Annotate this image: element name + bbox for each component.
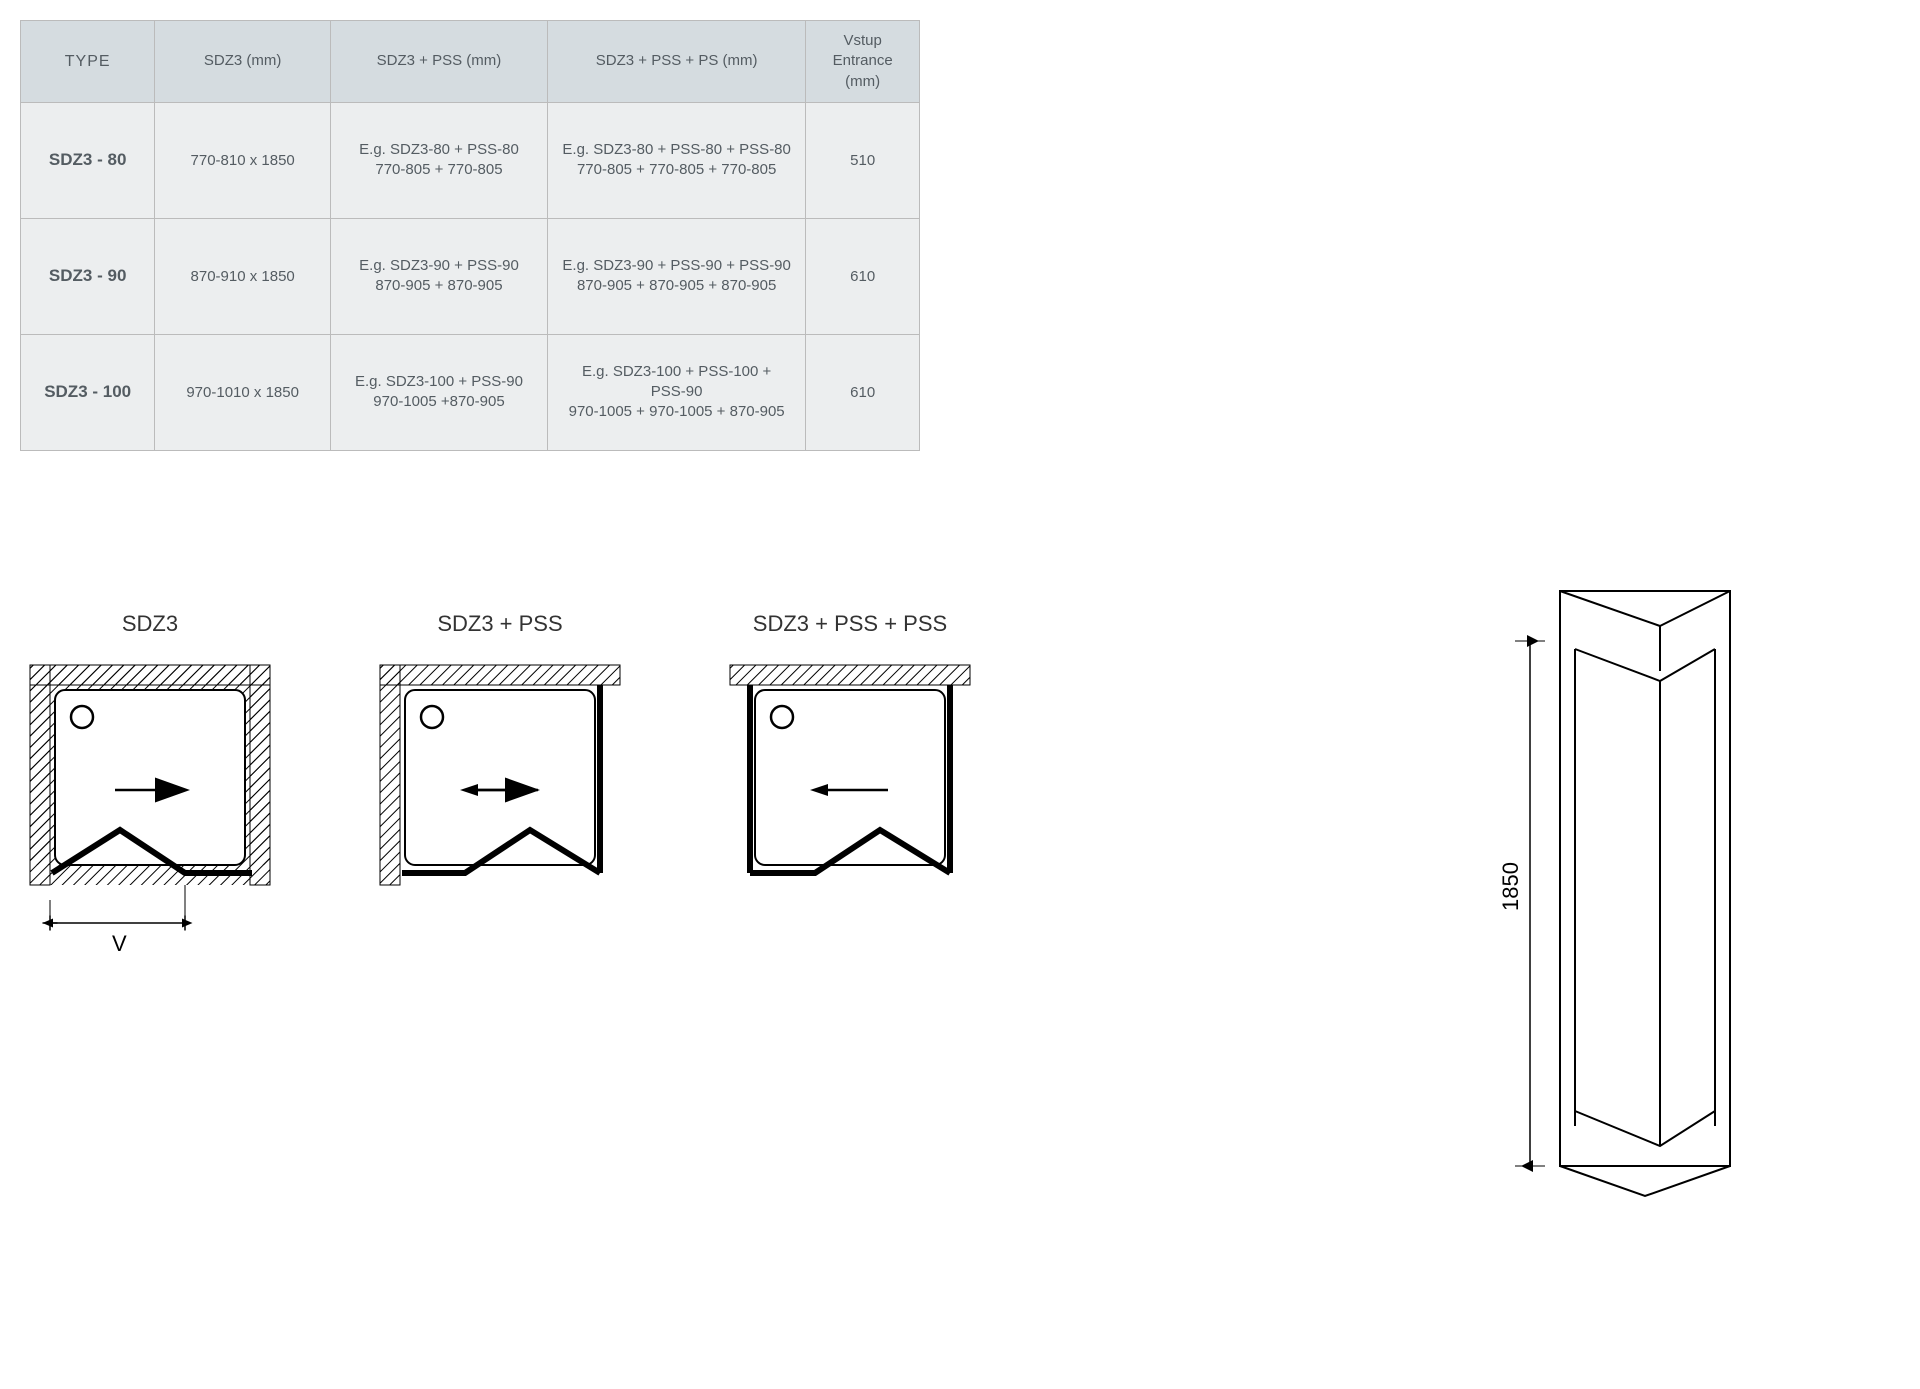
plan-diagrams: SDZ3 — [20, 571, 980, 975]
wall-top-icon — [730, 665, 970, 685]
isometric-svg: 1850 — [1420, 571, 1840, 1211]
cell-sdz3: 970-1010 x 1850 — [155, 334, 331, 450]
col-entrance: Vstup Entrance (mm) — [806, 21, 920, 103]
enclosure-walls-icon — [1560, 591, 1730, 1196]
plan-sdz3-pss-pss-svg — [720, 655, 980, 915]
plan-sdz3-pss-pss: SDZ3 + PSS + PSS — [720, 611, 980, 975]
cell-entrance: 510 — [806, 102, 920, 218]
table-body: SDZ3 - 80 770-810 x 1850 E.g. SDZ3-80 + … — [21, 102, 920, 450]
col-combo2: SDZ3 + PSS + PS (mm) — [547, 21, 805, 103]
cell-combo2: E.g. SDZ3-100 + PSS-100 + PSS-90 970-100… — [547, 334, 805, 450]
plan-title: SDZ3 + PSS + PSS — [753, 611, 947, 637]
cell-combo1: E.g. SDZ3-90 + PSS-90 870-905 + 870-905 — [330, 218, 547, 334]
cell-entrance: 610 — [806, 334, 920, 450]
col-type: TYPE — [21, 21, 155, 103]
shower-tray-icon — [755, 690, 945, 865]
cell-type: SDZ3 - 90 — [21, 218, 155, 334]
shower-tray-icon — [55, 690, 245, 865]
col-combo1: SDZ3 + PSS (mm) — [330, 21, 547, 103]
dimension-label: V — [112, 931, 127, 956]
cell-sdz3: 770-810 x 1850 — [155, 102, 331, 218]
plan-sdz3-svg: V — [20, 655, 280, 975]
cell-combo1: E.g. SDZ3-100 + PSS-90 970-1005 +870-905 — [330, 334, 547, 450]
cell-combo2: E.g. SDZ3-90 + PSS-90 + PSS-90 870-905 +… — [547, 218, 805, 334]
cell-combo2: E.g. SDZ3-80 + PSS-80 + PSS-80 770-805 +… — [547, 102, 805, 218]
cell-sdz3: 870-910 x 1850 — [155, 218, 331, 334]
cell-type: SDZ3 - 80 — [21, 102, 155, 218]
table-header: TYPE SDZ3 (mm) SDZ3 + PSS (mm) SDZ3 + PS… — [21, 21, 920, 103]
col-sdz3: SDZ3 (mm) — [155, 21, 331, 103]
table-row: SDZ3 - 100 970-1010 x 1850 E.g. SDZ3-100… — [21, 334, 920, 450]
wall-top-icon — [380, 665, 620, 685]
plan-title: SDZ3 + PSS — [437, 611, 562, 637]
plan-sdz3-pss: SDZ3 + PSS — [370, 611, 630, 975]
cell-type: SDZ3 - 100 — [21, 334, 155, 450]
table-row: SDZ3 - 80 770-810 x 1850 E.g. SDZ3-80 + … — [21, 102, 920, 218]
spec-table: TYPE SDZ3 (mm) SDZ3 + PSS (mm) SDZ3 + PS… — [20, 20, 920, 451]
cell-entrance: 610 — [806, 218, 920, 334]
wall-left-icon — [380, 665, 400, 885]
height-label: 1850 — [1498, 862, 1523, 911]
isometric-diagram: 1850 — [1420, 571, 1900, 1216]
plan-sdz3: SDZ3 — [20, 611, 280, 975]
plan-title: SDZ3 — [122, 611, 178, 637]
plan-sdz3-pss-svg — [370, 655, 630, 915]
table-row: SDZ3 - 90 870-910 x 1850 E.g. SDZ3-90 + … — [21, 218, 920, 334]
cell-combo1: E.g. SDZ3-80 + PSS-80 770-805 + 770-805 — [330, 102, 547, 218]
shower-tray-icon — [405, 690, 595, 865]
